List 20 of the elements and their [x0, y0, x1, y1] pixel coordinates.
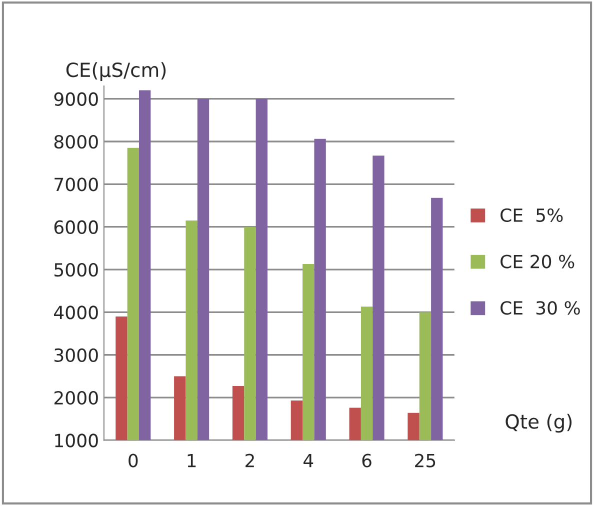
- y-tick-label: 5000: [54, 262, 98, 277]
- x-tick-label: 0: [128, 454, 138, 468]
- x-tick-label: 25: [415, 454, 436, 468]
- y-tick-label: 1000: [55, 434, 98, 448]
- y-tick-label: 8000: [54, 134, 98, 149]
- y-tick-label: 4000: [54, 306, 98, 320]
- legend-label: CE 20 %: [500, 254, 574, 268]
- y-tick-label: 7000: [54, 178, 98, 192]
- y-axis-title: CE(µS/cm): [66, 62, 166, 81]
- y-tick-label: 6000: [54, 220, 98, 234]
- x-tick-label: 6: [362, 454, 372, 468]
- x-tick-label: 1: [188, 454, 196, 468]
- x-axis-title: Qte (g): [506, 414, 572, 433]
- legend-label: CE 30 %: [500, 301, 580, 315]
- legend-label: CE 5%: [500, 208, 563, 222]
- x-tick-label: 2: [246, 454, 254, 468]
- x-tick-label: 4: [304, 454, 314, 468]
- y-tick-label: 2000: [54, 391, 98, 405]
- y-tick-label: 3000: [54, 348, 98, 362]
- y-tick-label: 9000: [54, 92, 98, 106]
